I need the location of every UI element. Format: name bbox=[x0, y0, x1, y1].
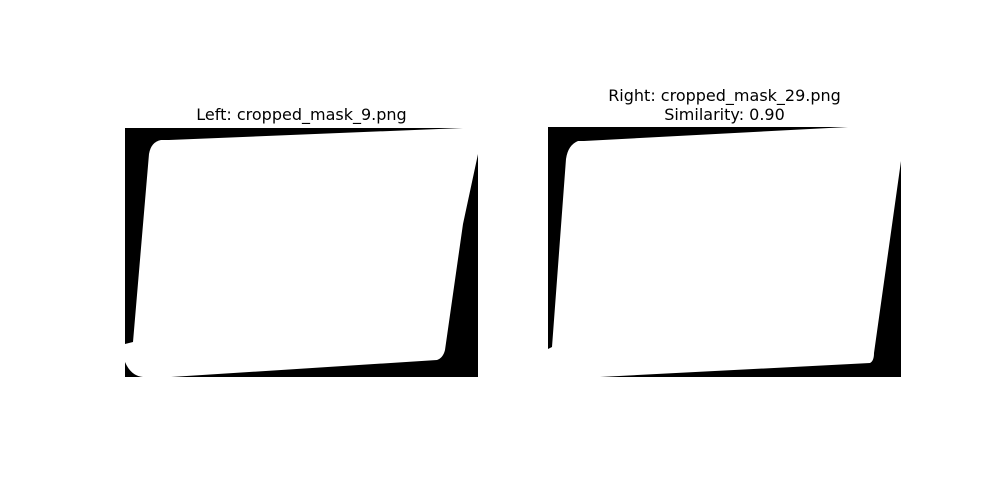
right-panel-title: Right: cropped_mask_29.png bbox=[608, 86, 841, 105]
left-mask-image bbox=[125, 128, 478, 377]
right-panel-title-block: Right: cropped_mask_29.png Similarity: 0… bbox=[548, 86, 901, 124]
right-mask-image bbox=[548, 127, 901, 377]
right-mask-shape bbox=[548, 127, 901, 377]
left-mask-shape bbox=[125, 128, 478, 377]
similarity-label: Similarity: 0.90 bbox=[664, 105, 785, 124]
left-panel-title: Left: cropped_mask_9.png bbox=[196, 105, 407, 124]
right-mask-top-edge bbox=[848, 127, 901, 133]
